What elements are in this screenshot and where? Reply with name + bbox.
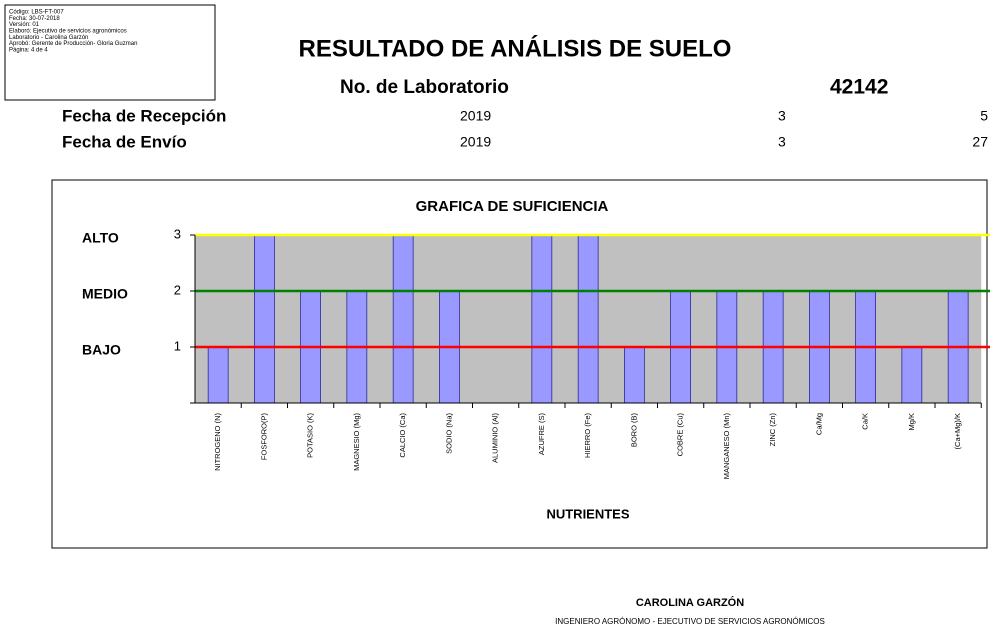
info-line: Código: LBS-FT-007 [9,10,64,16]
bar [392,234,414,404]
bar [254,234,275,404]
x-tick-label: MAGNESIO (Mg) [352,412,361,470]
info-line: Aprobó: Gerente de Producción- Gloria Gu… [9,41,137,47]
level-label: BAJO [82,342,121,358]
x-tick-label: MANGANESO (Mn) [722,413,731,480]
x-tick-label: CALCIO (Ca) [398,413,407,458]
bar [901,346,923,404]
info-line: Página: 4 de 4 [9,47,48,53]
level-label: ALTO [82,230,119,246]
x-tick-label: FOSFORO(P) [259,413,268,461]
signer-name: CAROLINA GARZÓN [636,596,744,609]
y-tick-label: 2 [174,282,181,297]
date-day: 27 [972,134,988,150]
x-tick-label: NITROGENO (N) [213,413,222,471]
date-year: 2019 [460,134,491,150]
title: RESULTADO DE ANÁLISIS DE SUELO [299,34,732,62]
y-tick-label: 3 [174,226,181,241]
date-label: Fecha de Envío [62,132,187,151]
lab-number: 42142 [830,76,888,99]
bar [577,234,599,404]
info-line: Fecha: 30-07-2018 [9,16,60,22]
x-tick-label: Ca/K [861,413,870,430]
x-tick-label: Mg/K [907,413,916,431]
x-tick-label: (Ca+Mg)/K [953,413,962,449]
date-year: 2019 [460,108,491,124]
x-tick-label: Ca/Mg [814,413,823,435]
date-day: 5 [980,108,988,124]
x-tick-label: BORO (B) [629,413,638,448]
x-tick-label: COBRE (Cu) [676,413,685,457]
x-tick-label: SODIO (Na) [444,413,453,454]
chart-title: GRAFICA DE SUFICIENCIA [416,198,609,215]
date-month: 3 [778,108,786,124]
signer-role: INGENIERO AGRÓNOMO - EJECUTIVO DE SERVIC… [555,617,825,626]
x-tick-label: ALUMINIO (Al) [491,413,500,464]
chart-frame [51,179,988,549]
info-line: Versión: 01 [9,22,40,28]
date-label: Fecha de Recepción [62,106,226,125]
x-tick-label: POTASIO (K) [306,413,315,458]
x-axis-label: NUTRIENTES [546,506,629,521]
info-line: Elaboró: Ejecutivo de servicios agronómi… [9,28,127,34]
lab-label: No. de Laboratorio [340,77,509,98]
x-tick-label: AZUFRE (S) [537,413,546,456]
info-box [4,4,216,101]
x-tick-label: ZINC (Zn) [768,413,777,447]
info-line: Laboratorio - Carolina Garzón [9,35,88,41]
y-tick-label: 1 [174,338,181,353]
bar [531,234,553,404]
level-label: MEDIO [82,286,128,302]
bar [207,346,229,404]
bar [624,346,645,404]
date-month: 3 [778,134,786,150]
x-tick-label: HIERRO (Fe) [583,412,592,458]
